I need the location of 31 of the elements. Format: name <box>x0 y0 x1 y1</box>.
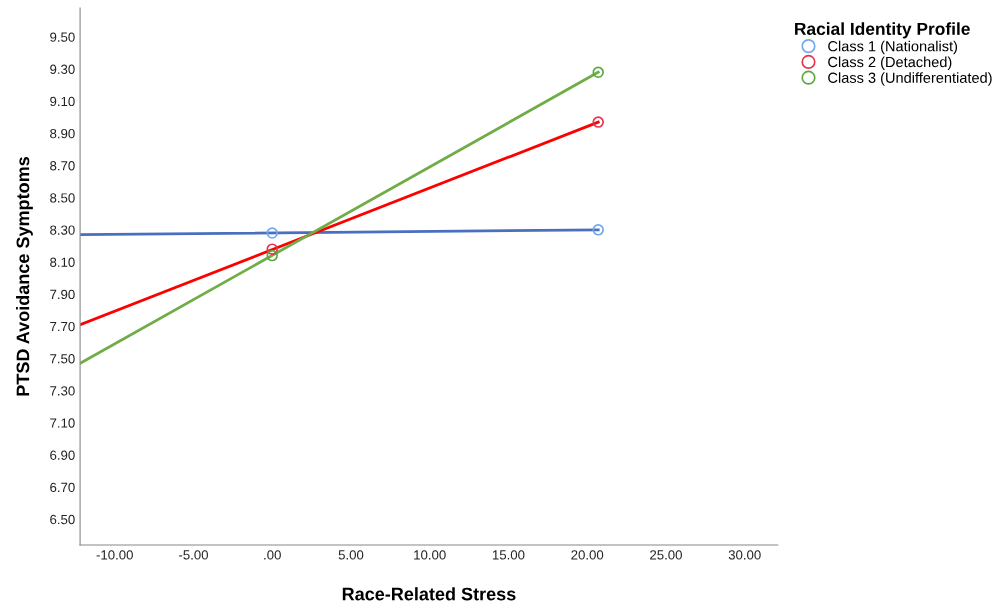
y-tick-label: 8.30 <box>50 225 75 235</box>
y-tick-label: 8.50 <box>50 193 75 203</box>
legend-label: Class 1 (Nationalist) <box>828 40 958 55</box>
x-tick-label: 25.00 <box>650 550 682 560</box>
y-tick-label: 9.10 <box>50 96 75 107</box>
legend-label: Class 2 (Detached) <box>828 56 952 71</box>
y-tick-label: 7.70 <box>50 321 75 332</box>
x-tick-label: 5.00 <box>338 550 364 560</box>
y-axis-title: PTSD Avoidance Symptoms <box>16 156 33 396</box>
y-tick-label: 8.70 <box>50 161 75 171</box>
x-tick-label: 10.00 <box>414 550 446 560</box>
y-tick-label: 9.50 <box>50 32 75 42</box>
y-tick-label: 8.10 <box>50 257 75 267</box>
y-tick-label: 6.50 <box>50 514 75 525</box>
y-tick-label: 6.90 <box>50 450 75 460</box>
legend-label: Class 3 (Undifferentiated) <box>828 72 992 86</box>
y-tick-label: 7.10 <box>50 418 75 428</box>
x-tick-label: -10.00 <box>96 550 133 560</box>
legend-title: Racial Identity Profile <box>795 22 970 39</box>
x-tick-label: 15.00 <box>492 550 525 560</box>
y-tick-label: 6.70 <box>50 482 75 493</box>
y-tick-label: 8.90 <box>50 128 75 139</box>
y-tick-label: 7.50 <box>50 354 75 364</box>
y-tick-label: 9.30 <box>50 64 75 74</box>
x-tick-label: -5.00 <box>179 550 208 560</box>
x-tick-label: .00 <box>264 550 281 560</box>
x-axis-title: Race-Related Stress <box>342 587 516 601</box>
x-tick-label: 20.00 <box>571 550 604 560</box>
x-tick-label: 30.00 <box>728 550 761 560</box>
y-tick-label: 7.30 <box>50 386 75 396</box>
y-tick-label: 7.90 <box>50 289 75 300</box>
